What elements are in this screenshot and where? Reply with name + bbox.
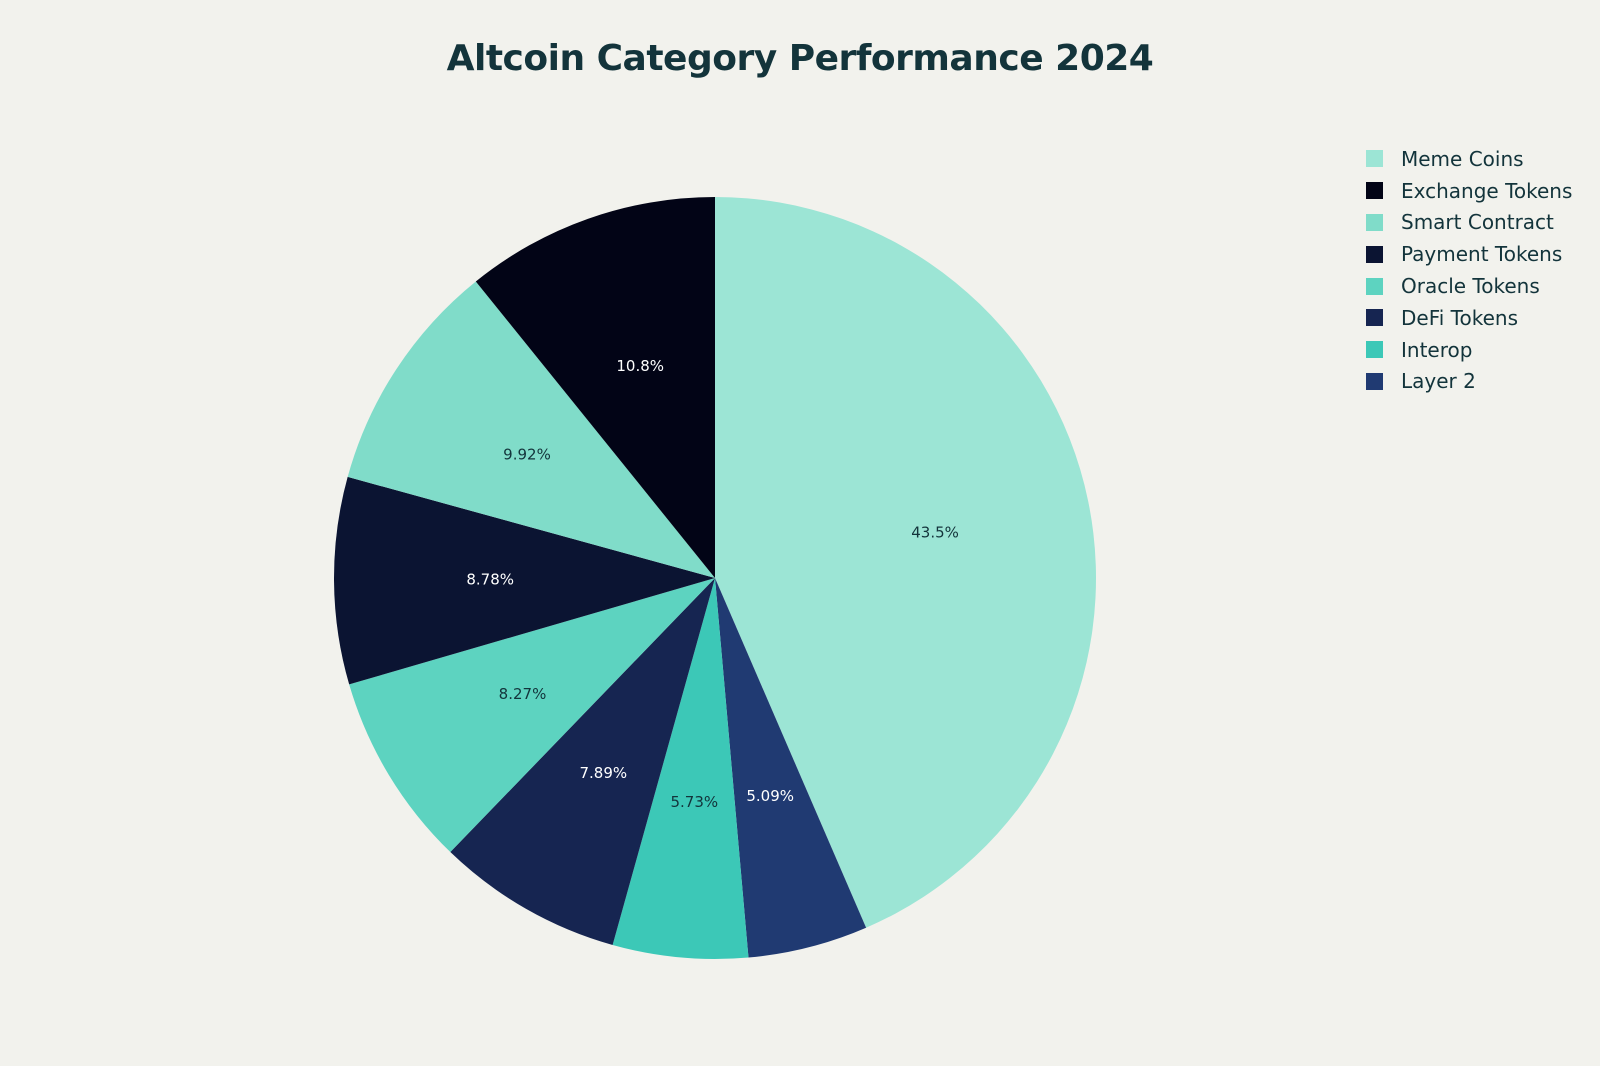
slice-value-label: 9.92%	[503, 446, 551, 464]
slice-value-label: 5.09%	[746, 787, 794, 805]
pie-slice-layer-2	[715, 578, 867, 958]
legend-item[interactable]: DeFi Tokens	[1366, 302, 1572, 334]
pie-slice-defi-tokens	[450, 578, 715, 945]
legend-item[interactable]: Oracle Tokens	[1366, 270, 1572, 302]
legend-swatch	[1366, 309, 1383, 327]
pie-slice-payment-tokens	[334, 476, 715, 685]
legend-label: Oracle Tokens	[1401, 274, 1540, 299]
pie-slice-exchange-tokens	[475, 197, 715, 578]
legend-label: Smart Contract	[1401, 210, 1554, 235]
legend-swatch	[1366, 150, 1383, 168]
legend-item[interactable]: Layer 2	[1366, 366, 1572, 398]
legend-item[interactable]: Exchange Tokens	[1366, 175, 1572, 207]
legend-item[interactable]: Payment Tokens	[1366, 238, 1572, 270]
slice-value-label: 8.78%	[466, 571, 514, 589]
pie-slice-labels: 43.5% 5.09% 5.73% 7.89% 8.27% 8.78% 9.92% 10.8%	[466, 357, 959, 811]
pie-slice-smart-contract	[347, 281, 715, 578]
slice-value-label: 5.73%	[670, 793, 718, 811]
pie-slices	[334, 197, 1097, 960]
slice-value-label: 7.89%	[579, 764, 627, 782]
legend-swatch	[1366, 245, 1383, 263]
pie-slice-oracle-tokens	[349, 578, 715, 853]
legend-label: Meme Coins	[1401, 146, 1524, 171]
legend-label: Exchange Tokens	[1401, 178, 1573, 203]
legend-swatch	[1366, 341, 1383, 359]
legend-label: Interop	[1401, 337, 1473, 362]
slice-value-label: 43.5%	[911, 524, 959, 542]
legend-item[interactable]: Smart Contract	[1366, 207, 1572, 239]
chart-legend: Meme Coins Exchange Tokens Smart Contract P…	[1366, 143, 1572, 397]
slice-value-label: 10.8%	[616, 357, 664, 375]
legend-item[interactable]: Meme Coins	[1366, 143, 1572, 175]
legend-swatch	[1366, 182, 1383, 200]
legend-swatch	[1366, 372, 1383, 390]
pie-slice-interop	[612, 578, 749, 960]
legend-label: Layer 2	[1401, 369, 1476, 394]
legend-swatch	[1366, 213, 1383, 231]
legend-swatch	[1366, 277, 1383, 295]
chart-title: Altcoin Category Performance 2024	[446, 38, 1154, 79]
legend-label: DeFi Tokens	[1401, 305, 1518, 330]
legend-item[interactable]: Interop	[1366, 334, 1572, 366]
pie-slice-meme-coins	[715, 197, 1097, 928]
slice-value-label: 8.27%	[499, 685, 547, 703]
legend-label: Payment Tokens	[1401, 242, 1563, 267]
